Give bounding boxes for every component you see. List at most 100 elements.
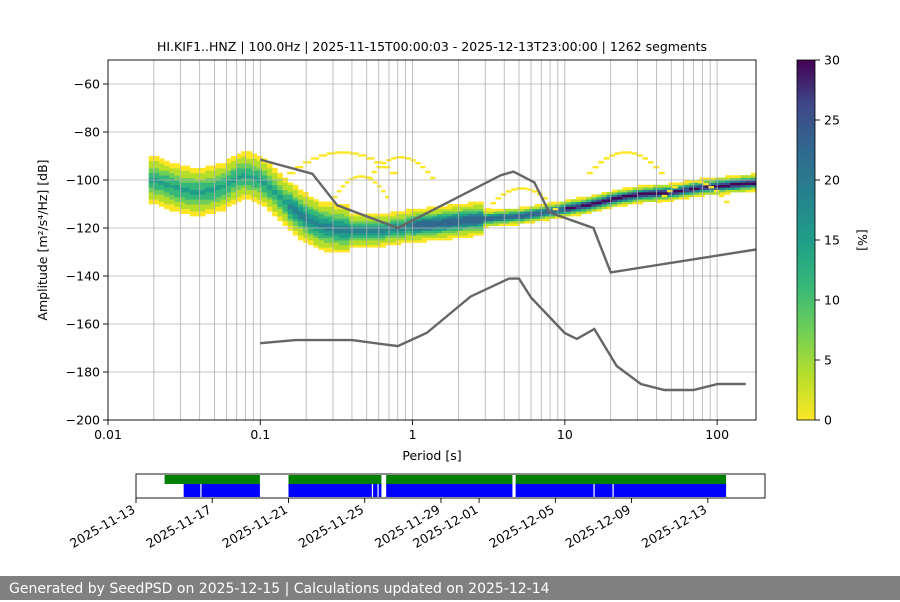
heatmap-cell (436, 235, 443, 238)
heatmap-cell (725, 175, 731, 178)
heatmap-cell (385, 216, 391, 219)
heatmap-cell (410, 159, 416, 162)
heatmap-cell (447, 230, 453, 234)
heatmap-cell (591, 206, 597, 210)
heatmap-cell (220, 168, 227, 171)
heatmap-cell (287, 196, 294, 200)
heatmap-cell (606, 196, 613, 200)
heatmap-cell (195, 208, 201, 212)
psd-bar-span (183, 484, 260, 497)
heatmap-cell (205, 208, 211, 212)
heatmap-cell (256, 194, 263, 198)
heatmap-cell (220, 172, 227, 176)
heatmap-cell (611, 189, 618, 193)
heatmap-cell (287, 223, 294, 226)
heatmap-cell (389, 171, 399, 175)
heatmap-cell (340, 185, 346, 188)
heatmap-cell (308, 204, 314, 207)
data-bar-span (288, 475, 382, 484)
heatmap-cell (174, 175, 180, 178)
heatmap-cell (200, 211, 206, 214)
heatmap-cell (292, 189, 299, 193)
heatmap-cell (153, 196, 160, 200)
heatmap-cell (385, 237, 391, 241)
heatmap-cell (425, 170, 431, 174)
heatmap-cell (488, 213, 494, 217)
heatmap-cell (210, 199, 216, 202)
heatmap-cell (714, 177, 721, 181)
heatmap-cell (467, 204, 474, 207)
heatmap-cell (539, 211, 546, 214)
heatmap-cell (730, 189, 736, 193)
heatmap-cell (426, 235, 433, 238)
heatmap-cell (364, 237, 371, 241)
heatmap-cell (195, 189, 201, 193)
heatmap-cell (344, 249, 350, 253)
heatmap-cell (241, 165, 247, 169)
heatmap-cell (241, 189, 247, 193)
heatmap-cell (472, 213, 479, 217)
heatmap-cell (174, 208, 180, 212)
heatmap-cell (277, 213, 283, 217)
heatmap-cell (400, 218, 407, 222)
heatmap-cell (251, 189, 258, 193)
heatmap-cell (323, 208, 330, 212)
heatmap-cell (292, 199, 299, 202)
heatmap-cell (251, 168, 258, 171)
heatmap-cell (261, 177, 268, 181)
heatmap-cell (189, 206, 196, 210)
heatmap-cell (442, 216, 448, 219)
heatmap-cell (344, 223, 350, 226)
heatmap-cell (210, 177, 216, 181)
heatmap-cell (436, 211, 443, 214)
heatmap-cell (272, 189, 278, 193)
heatmap-cell (313, 232, 319, 236)
heatmap-cell (287, 189, 294, 193)
x-ticks: 0.01 0.1 1 10 100 (94, 420, 729, 442)
heatmap-cell (539, 208, 546, 212)
heatmap-cell (251, 172, 258, 176)
heatmap-cell (333, 237, 340, 241)
heatmap-cell (462, 220, 469, 224)
heatmap-cell (606, 199, 613, 202)
heatmap-cell (467, 216, 474, 219)
heatmap-cell (287, 206, 294, 210)
heatmap-cell (189, 192, 196, 195)
heatmap-cell (256, 172, 263, 176)
heatmap-cell (267, 194, 273, 198)
data-bar-span (164, 475, 260, 484)
heatmap-cell (380, 235, 386, 238)
heatmap-cell (246, 182, 253, 186)
heatmap-cell (339, 220, 345, 224)
heatmap-cell (328, 206, 335, 210)
heatmap-cell (184, 206, 191, 210)
heatmap-cell (210, 170, 216, 174)
heatmap-cell (200, 192, 206, 195)
heatmap-cell (164, 194, 170, 198)
heatmap-cell (189, 184, 196, 188)
heatmap-cell (642, 199, 649, 202)
heatmap-cell (210, 182, 216, 186)
heatmap-cell (236, 180, 242, 183)
heatmap-cell (462, 216, 469, 219)
heatmap-cell (333, 216, 340, 219)
heatmap-cell (508, 208, 515, 212)
heatmap-cell (426, 223, 433, 226)
y-ticks: −200−180−160−140−120−100−80−60 (66, 77, 108, 428)
timeline-ticks: 2025-11-13 2025-11-17 2025-11-21 2025-11-25… (67, 498, 709, 551)
heatmap-cell (750, 182, 756, 186)
heatmap-cell (478, 228, 484, 231)
heatmap-cell (210, 208, 216, 212)
heatmap-cell (452, 232, 458, 236)
heatmap-cell (395, 235, 402, 238)
heatmap-cell (148, 168, 155, 171)
heatmap-cell (421, 216, 428, 219)
heatmap-cell (179, 201, 186, 205)
heatmap-cell (313, 220, 319, 224)
heatmap-cell (246, 189, 253, 193)
heatmap-cell (251, 192, 258, 195)
heatmap-cell (658, 189, 664, 193)
heatmap-cell (153, 165, 160, 169)
heatmap-cell (339, 249, 345, 253)
heatmap-cell (251, 199, 258, 202)
